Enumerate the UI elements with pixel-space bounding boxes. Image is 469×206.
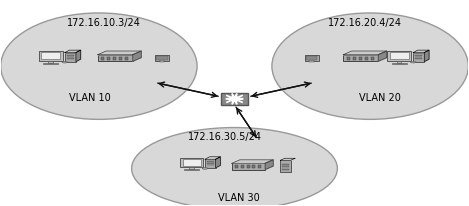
Bar xyxy=(241,165,244,168)
Bar xyxy=(159,60,164,62)
Bar xyxy=(415,55,423,56)
Bar xyxy=(65,53,76,62)
Bar xyxy=(48,61,53,63)
Ellipse shape xyxy=(202,168,208,169)
Bar xyxy=(98,55,133,61)
Bar xyxy=(306,56,317,60)
Bar xyxy=(67,55,74,56)
Bar xyxy=(371,57,374,60)
Text: VLAN 20: VLAN 20 xyxy=(358,93,401,103)
Bar xyxy=(282,164,289,165)
Ellipse shape xyxy=(132,128,337,206)
Bar xyxy=(232,163,265,170)
Bar xyxy=(343,55,378,61)
Bar xyxy=(252,165,255,168)
Bar xyxy=(235,165,238,168)
Bar xyxy=(125,57,128,60)
Polygon shape xyxy=(280,158,295,160)
Bar xyxy=(392,63,407,64)
Bar xyxy=(258,165,261,168)
Bar xyxy=(184,169,199,170)
Polygon shape xyxy=(265,160,273,170)
Polygon shape xyxy=(424,50,429,62)
Bar xyxy=(155,55,169,61)
Ellipse shape xyxy=(0,13,197,119)
Bar xyxy=(43,63,58,64)
Bar xyxy=(282,169,289,170)
Bar xyxy=(205,159,216,168)
Bar xyxy=(221,93,248,105)
Bar xyxy=(113,57,116,60)
Bar xyxy=(305,55,318,61)
Ellipse shape xyxy=(272,13,469,119)
Bar xyxy=(67,58,74,59)
Bar xyxy=(353,57,356,60)
Polygon shape xyxy=(205,157,220,159)
Bar xyxy=(390,53,408,59)
Bar xyxy=(207,163,214,164)
Polygon shape xyxy=(216,157,220,168)
Ellipse shape xyxy=(410,61,416,63)
Bar xyxy=(397,61,401,63)
Polygon shape xyxy=(98,51,141,55)
Polygon shape xyxy=(76,50,81,62)
Bar xyxy=(107,57,110,60)
Polygon shape xyxy=(413,50,429,53)
Bar xyxy=(347,57,350,60)
Bar xyxy=(38,51,63,61)
Ellipse shape xyxy=(62,61,68,63)
Text: 172.16.20.4/24: 172.16.20.4/24 xyxy=(328,18,402,28)
Text: VLAN 10: VLAN 10 xyxy=(68,93,110,103)
Bar xyxy=(310,60,314,62)
Bar xyxy=(415,58,423,59)
Text: 172.16.30.5/24: 172.16.30.5/24 xyxy=(188,132,262,142)
Bar xyxy=(247,165,250,168)
Polygon shape xyxy=(232,160,273,163)
Bar xyxy=(387,51,411,61)
Bar xyxy=(41,53,60,59)
Text: 172.16.10.3/24: 172.16.10.3/24 xyxy=(67,18,141,28)
Polygon shape xyxy=(133,51,141,61)
Bar xyxy=(280,160,291,172)
Polygon shape xyxy=(65,50,81,53)
Bar xyxy=(101,57,105,60)
Bar xyxy=(182,159,201,165)
Polygon shape xyxy=(343,51,387,55)
Bar xyxy=(119,57,122,60)
Bar xyxy=(156,56,167,60)
Bar xyxy=(189,167,194,169)
Bar xyxy=(180,158,203,167)
Bar xyxy=(207,161,214,162)
Bar xyxy=(364,57,368,60)
Polygon shape xyxy=(378,51,387,61)
Text: VLAN 30: VLAN 30 xyxy=(218,193,260,203)
Bar xyxy=(413,53,424,62)
Bar xyxy=(282,166,289,167)
Bar xyxy=(359,57,362,60)
